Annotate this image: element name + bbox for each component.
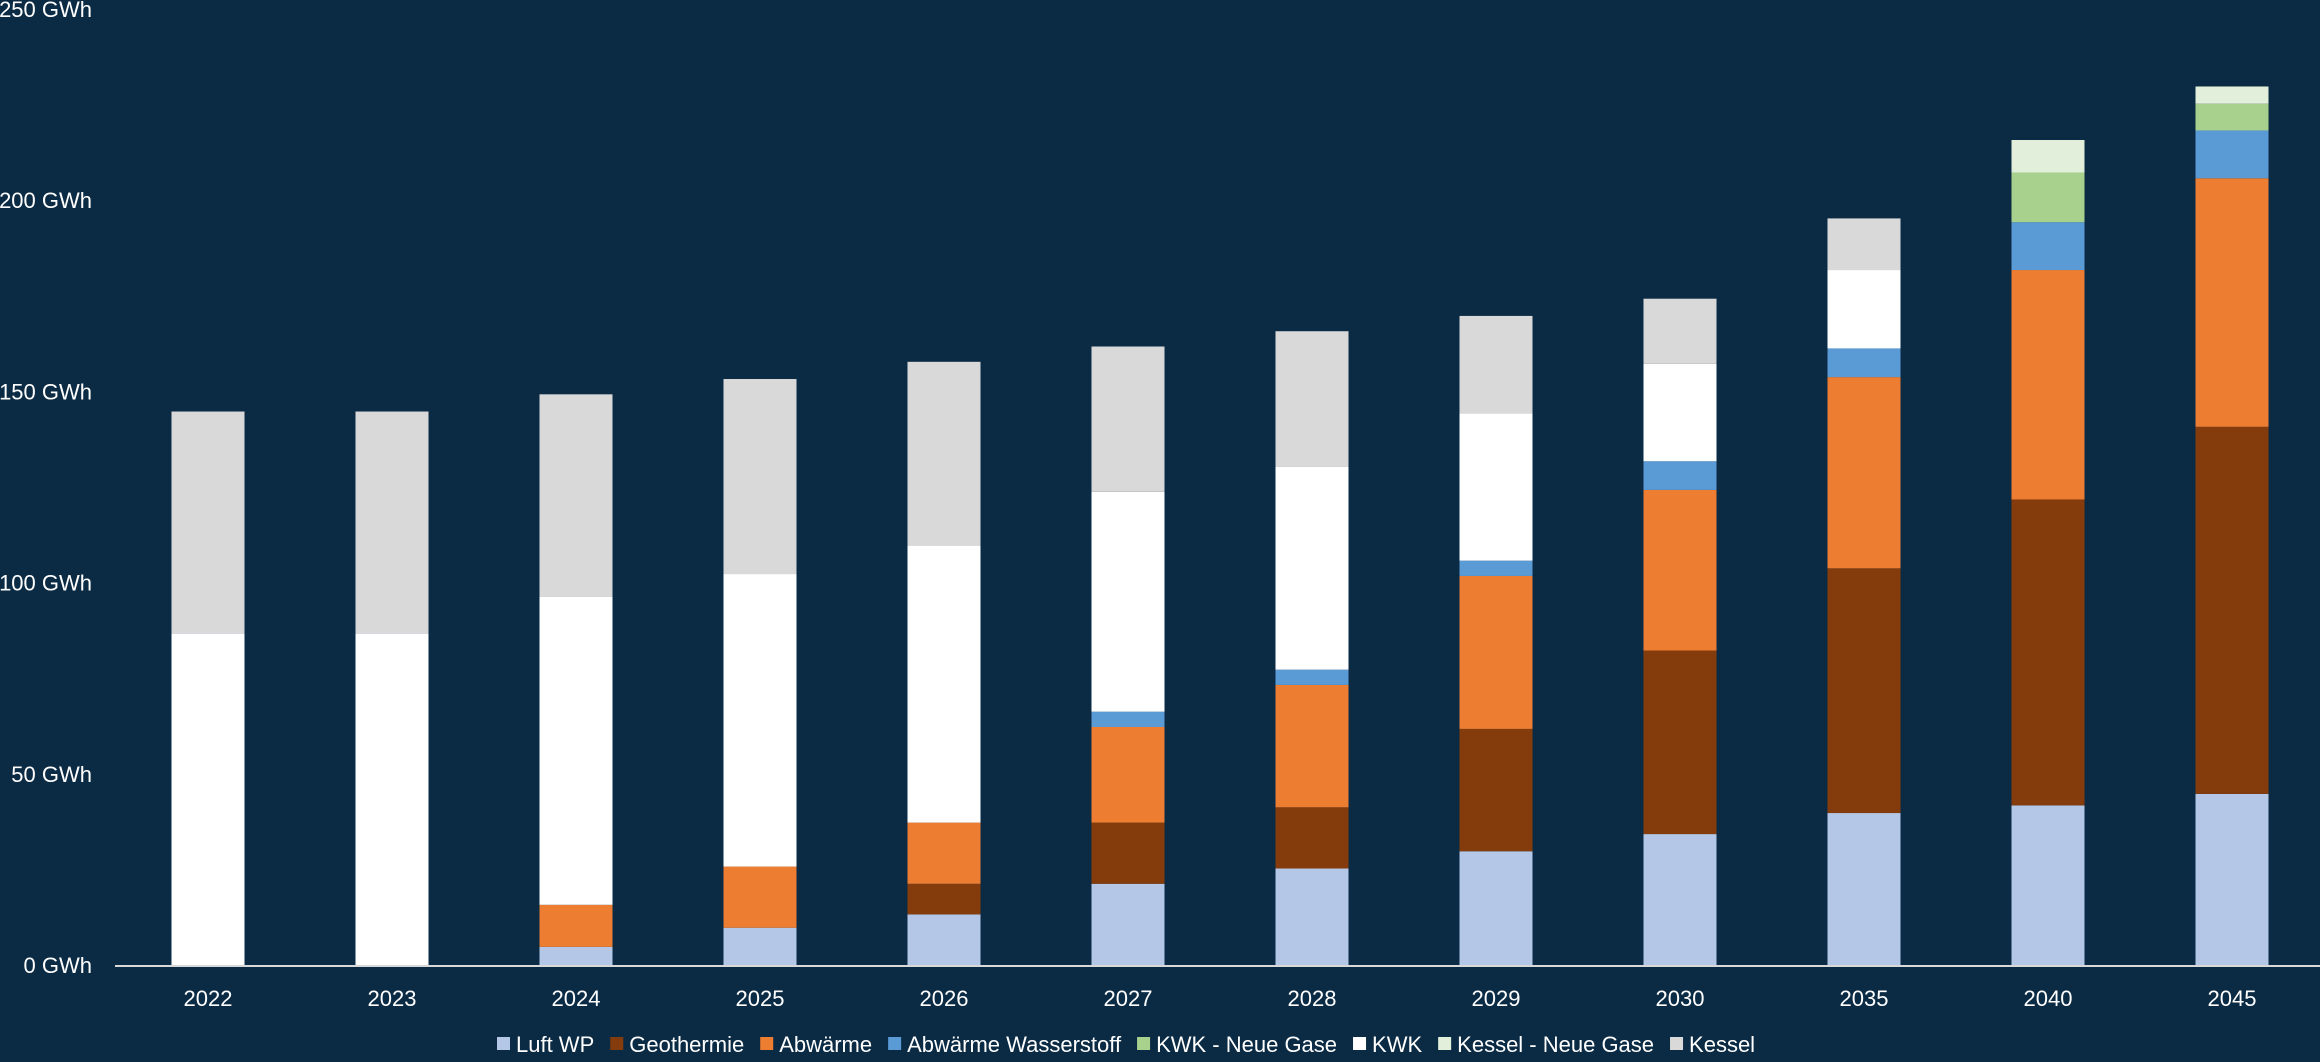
- bar-segment: [907, 914, 981, 966]
- legend-label: KWK: [1372, 1032, 1422, 1057]
- x-tick-label: 2040: [2024, 986, 2073, 1011]
- bar-segment: [1643, 489, 1717, 651]
- legend-label: Abwärme: [779, 1032, 872, 1057]
- bar-segment: [907, 883, 981, 915]
- bar-segment: [1459, 560, 1533, 576]
- bar-segment: [723, 866, 797, 928]
- bar-segment: [1459, 315, 1533, 414]
- bar-segment: [539, 394, 613, 597]
- legend-swatch: [1137, 1037, 1151, 1050]
- bar-segment: [723, 927, 797, 966]
- bar-segment: [2011, 222, 2085, 271]
- bar-segment: [1643, 650, 1717, 835]
- bar-segment: [1643, 461, 1717, 490]
- bar-segment: [2011, 805, 2085, 966]
- bar-segment: [539, 946, 613, 966]
- bar-segment: [1091, 883, 1165, 966]
- bar-segment: [2195, 178, 2269, 427]
- bar-segment: [1827, 270, 1901, 349]
- legend-label: Geothermie: [629, 1032, 744, 1057]
- legend-swatch: [1670, 1037, 1684, 1050]
- legend-label: Abwärme Wasserstoff: [907, 1032, 1122, 1057]
- bar-segment: [2011, 140, 2085, 173]
- bar-segment: [1643, 834, 1717, 966]
- bar-segment: [1459, 728, 1533, 852]
- bar-segment: [2195, 103, 2269, 131]
- bar-segment: [171, 633, 245, 966]
- x-tick-label: 2027: [1104, 986, 1153, 1011]
- bar-segment: [2011, 172, 2085, 223]
- bar-segment: [1827, 377, 1901, 569]
- bar-segment: [907, 545, 981, 823]
- bar-segment: [1275, 684, 1349, 808]
- x-tick-label: 2028: [1288, 986, 1337, 1011]
- legend-label: Luft WP: [516, 1032, 594, 1057]
- bar-segment: [1275, 868, 1349, 966]
- bar-segment: [907, 822, 981, 884]
- bar-segment: [1459, 851, 1533, 966]
- y-tick-label: 0 GWh: [24, 953, 92, 978]
- bar-segment: [171, 411, 245, 634]
- bar-segment: [1827, 348, 1901, 378]
- x-tick-label: 2029: [1472, 986, 1521, 1011]
- legend: Luft WP Geothermie Abwärme Abwärme Wasserst…: [497, 1032, 1755, 1057]
- bar-segment: [355, 411, 429, 634]
- bar-segment: [1091, 822, 1165, 884]
- x-tick-label: 2035: [1840, 986, 1889, 1011]
- bar-segment: [1275, 669, 1349, 685]
- legend-label: KWK - Neue Gase: [1156, 1032, 1337, 1057]
- bar-segment: [1827, 813, 1901, 966]
- bar-segment: [1827, 568, 1901, 814]
- x-axis: 2022 2023 2024 2025 2026 2027 2028 2029 2030 2035…: [184, 986, 2257, 1011]
- legend-swatch: [610, 1037, 624, 1050]
- y-tick-label: 150 GWh: [0, 379, 92, 404]
- bar-segment: [2195, 130, 2269, 179]
- y-tick-label: 200 GWh: [0, 188, 92, 213]
- legend-swatch: [760, 1037, 774, 1050]
- legend-label: Kessel - Neue Gase: [1457, 1032, 1654, 1057]
- y-tick-label: 250 GWh: [0, 0, 92, 22]
- y-axis: 0 GWh 50 GWh 100 GWh 150 GWh 200 GWh 250 GWh: [0, 0, 92, 978]
- bar-segment: [723, 379, 797, 575]
- x-tick-label: 2045: [2208, 986, 2257, 1011]
- bar-segment: [723, 574, 797, 867]
- bar-segment: [1459, 413, 1533, 561]
- legend-swatch: [497, 1037, 510, 1050]
- bar-segment: [355, 633, 429, 966]
- y-tick-label: 100 GWh: [0, 571, 92, 596]
- bar-segment: [539, 904, 613, 947]
- bar-segment: [1643, 363, 1717, 462]
- bar-segment: [1459, 575, 1533, 729]
- bar-segment: [1091, 727, 1165, 823]
- bar-segment: [1091, 711, 1165, 727]
- x-tick-label: 2022: [184, 986, 233, 1011]
- legend-swatch: [888, 1037, 902, 1050]
- legend-swatch: [1353, 1037, 1367, 1050]
- bar-segment: [2195, 793, 2269, 966]
- bar-segment: [1275, 466, 1349, 670]
- bar-segment: [1643, 298, 1717, 364]
- bar-segment: [539, 596, 613, 905]
- bar-segment: [907, 361, 981, 546]
- legend-swatch: [1438, 1037, 1452, 1050]
- bar-segment: [2195, 426, 2269, 794]
- bar-segment: [1091, 346, 1165, 492]
- y-tick-label: 50 GWh: [11, 762, 92, 787]
- bar-segment: [2011, 499, 2085, 806]
- bar-segment: [1091, 491, 1165, 712]
- x-tick-label: 2026: [920, 986, 969, 1011]
- x-tick-label: 2023: [368, 986, 417, 1011]
- x-tick-label: 2024: [552, 986, 601, 1011]
- bar-segment: [2011, 270, 2085, 500]
- bar-segment: [1275, 331, 1349, 467]
- bar-segment: [1275, 807, 1349, 869]
- legend-label: Kessel: [1689, 1032, 1755, 1057]
- x-tick-label: 2030: [1656, 986, 1705, 1011]
- bar-segment: [1827, 218, 1901, 271]
- bars: [171, 86, 2269, 966]
- bar-segment: [2195, 86, 2269, 104]
- x-tick-label: 2025: [736, 986, 785, 1011]
